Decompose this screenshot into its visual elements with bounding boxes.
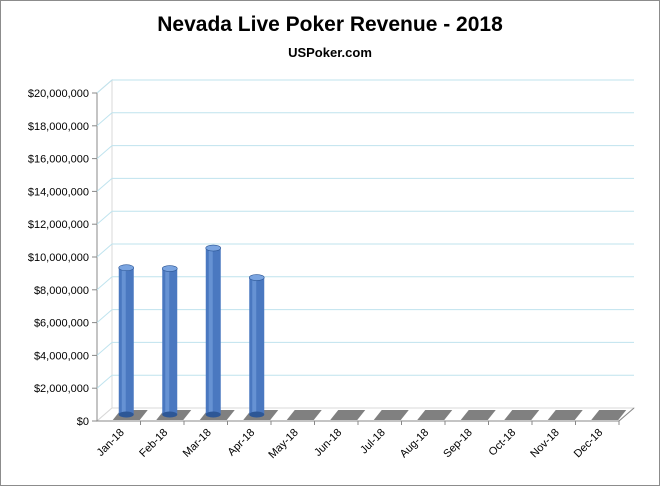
x-tick-label: Sep-18 bbox=[441, 427, 475, 461]
x-tick-label: Dec-18 bbox=[572, 427, 606, 461]
y-tick-label: $18,000,000 bbox=[28, 121, 89, 133]
bar-shadow bbox=[460, 410, 496, 420]
bar-shadow bbox=[286, 410, 322, 420]
bar-shadow bbox=[330, 410, 366, 420]
bar-base bbox=[249, 411, 265, 418]
bar-top bbox=[205, 244, 222, 252]
x-tick-label: Aug-18 bbox=[398, 427, 432, 461]
y-tick-label: $0 bbox=[77, 416, 89, 428]
x-tick-label: Jul-18 bbox=[358, 427, 388, 457]
y-tick-label: $14,000,000 bbox=[28, 186, 89, 198]
gridline-side bbox=[96, 145, 113, 159]
gridline-side bbox=[96, 79, 113, 94]
chart-title: Nevada Live Poker Revenue - 2018 bbox=[157, 13, 503, 36]
y-tick-label: $16,000,000 bbox=[28, 154, 89, 166]
gridlines bbox=[96, 79, 634, 389]
x-tick-label: Feb-18 bbox=[137, 427, 170, 460]
gridline-side bbox=[96, 342, 113, 356]
bar-top bbox=[248, 274, 265, 281]
bar-body bbox=[162, 268, 178, 415]
y-tick-label: $20,000,000 bbox=[28, 88, 89, 100]
gridline-side bbox=[96, 178, 113, 192]
y-axis-ticks: $0 $2,000,000 $4,000,000 $6,000,000 $8,000,0… bbox=[28, 88, 97, 428]
bar-base bbox=[118, 411, 134, 418]
x-tick-label: Oct-18 bbox=[487, 427, 519, 459]
x-tick-label: Jun-18 bbox=[312, 427, 344, 459]
y-tick-label: $8,000,000 bbox=[34, 285, 89, 297]
gridline-side bbox=[96, 112, 113, 127]
bar-highlight bbox=[208, 248, 213, 415]
bar-highlight bbox=[252, 277, 257, 415]
bar-top bbox=[161, 265, 178, 272]
bar-shadow bbox=[417, 410, 453, 420]
y-tick-label: $6,000,000 bbox=[34, 318, 89, 330]
bar-series bbox=[112, 244, 627, 420]
bar[interactable] bbox=[248, 274, 265, 418]
gridline-side bbox=[96, 276, 113, 291]
x-tick-label: Apr-18 bbox=[226, 427, 258, 459]
bar-highlight bbox=[121, 267, 126, 415]
y-tick-label: $12,000,000 bbox=[28, 219, 89, 231]
gridline-side bbox=[96, 243, 113, 258]
gridline-side bbox=[96, 374, 113, 389]
y-tick-label: $4,000,000 bbox=[34, 350, 89, 362]
y-tick-label: $10,000,000 bbox=[28, 252, 89, 264]
bar-top bbox=[118, 264, 135, 272]
plot-walls bbox=[95, 78, 636, 423]
bar-base bbox=[162, 411, 178, 418]
bar-shadow bbox=[373, 410, 409, 420]
floor-edge bbox=[618, 407, 635, 422]
x-tick-label: Nov-18 bbox=[528, 427, 562, 461]
bar-body bbox=[249, 277, 265, 415]
x-tick-label: Jan-18 bbox=[95, 427, 127, 459]
gridline-side bbox=[96, 210, 113, 225]
bar-highlight bbox=[165, 268, 170, 415]
bar-shadow bbox=[504, 410, 540, 420]
bar[interactable] bbox=[161, 265, 178, 418]
bar-base bbox=[205, 411, 221, 418]
y-tick-label: $2,000,000 bbox=[34, 383, 89, 395]
gridline-side bbox=[96, 309, 113, 323]
x-tick-label: May-18 bbox=[266, 427, 300, 461]
bar[interactable] bbox=[118, 264, 135, 418]
chart-subtitle: USPoker.com bbox=[288, 45, 372, 60]
bar-shadow bbox=[591, 410, 627, 420]
bar-shadow bbox=[547, 410, 583, 420]
bar-body bbox=[205, 248, 221, 415]
bar[interactable] bbox=[205, 244, 222, 418]
x-tick-label: Mar-18 bbox=[181, 427, 214, 460]
bar-body bbox=[118, 267, 134, 415]
x-axis-ticks: Jan-18 Feb-18 Mar-18 Apr-18 May-18 Jun-18 Jul-… bbox=[95, 421, 620, 461]
